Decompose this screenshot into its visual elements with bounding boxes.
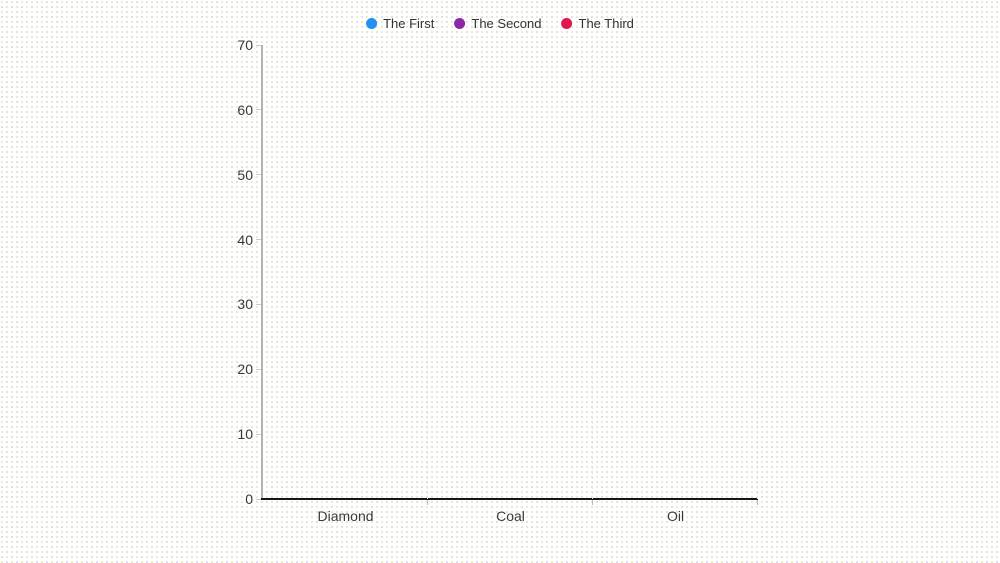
y-axis-tick-mark bbox=[256, 174, 261, 176]
x-axis-tick-mark bbox=[427, 500, 428, 505]
plot-area: 70 60 50 40 30 20 10 0 Diamond Coal Oil bbox=[237, 38, 758, 523]
legend-marker-icon bbox=[366, 18, 378, 29]
legend-item-the-second[interactable]: The Second bbox=[454, 16, 542, 31]
y-axis-tick-label: 30 bbox=[237, 296, 253, 313]
y-axis-line bbox=[261, 45, 263, 499]
legend-label: The Second bbox=[471, 16, 542, 31]
x-axis-tick-mark bbox=[592, 500, 593, 505]
y-axis-tick-label: 70 bbox=[237, 37, 253, 53]
legend-marker-icon bbox=[561, 18, 573, 29]
y-axis-tick-mark bbox=[256, 109, 261, 111]
category-boundary-gridline bbox=[757, 45, 758, 499]
y-axis-tick-label: 50 bbox=[237, 166, 253, 183]
y-axis-tick-mark bbox=[256, 239, 261, 241]
legend-item-the-third[interactable]: The Third bbox=[561, 16, 634, 31]
x-axis-category-label: Diamond bbox=[317, 508, 374, 524]
category-boundary-gridline bbox=[592, 45, 593, 499]
y-axis-tick-label: 0 bbox=[245, 491, 253, 507]
y-axis-tick-mark bbox=[256, 44, 261, 46]
legend-label: The Third bbox=[578, 16, 634, 31]
y-axis-tick-label: 20 bbox=[237, 361, 253, 378]
y-axis-tick-mark bbox=[256, 303, 261, 305]
y-axis-tick-label: 10 bbox=[237, 426, 253, 443]
y-axis-tick-mark bbox=[256, 433, 261, 435]
legend-label: The First bbox=[383, 16, 435, 31]
category-boundary-gridline bbox=[427, 45, 428, 499]
legend-marker-icon bbox=[454, 18, 466, 29]
legend-item-the-first[interactable]: The First bbox=[366, 17, 434, 30]
x-axis-tick-mark bbox=[757, 500, 758, 505]
x-axis-line bbox=[261, 498, 758, 500]
x-axis-category-label: Oil bbox=[666, 508, 685, 524]
y-axis-tick-mark bbox=[256, 498, 261, 500]
y-axis-tick-label: 60 bbox=[237, 101, 253, 118]
x-axis-category-label: Coal bbox=[496, 508, 525, 524]
y-axis-tick-mark bbox=[256, 368, 261, 370]
y-axis-tick-label: 40 bbox=[237, 231, 253, 248]
chart-legend: The First The Second The Third bbox=[366, 17, 634, 30]
